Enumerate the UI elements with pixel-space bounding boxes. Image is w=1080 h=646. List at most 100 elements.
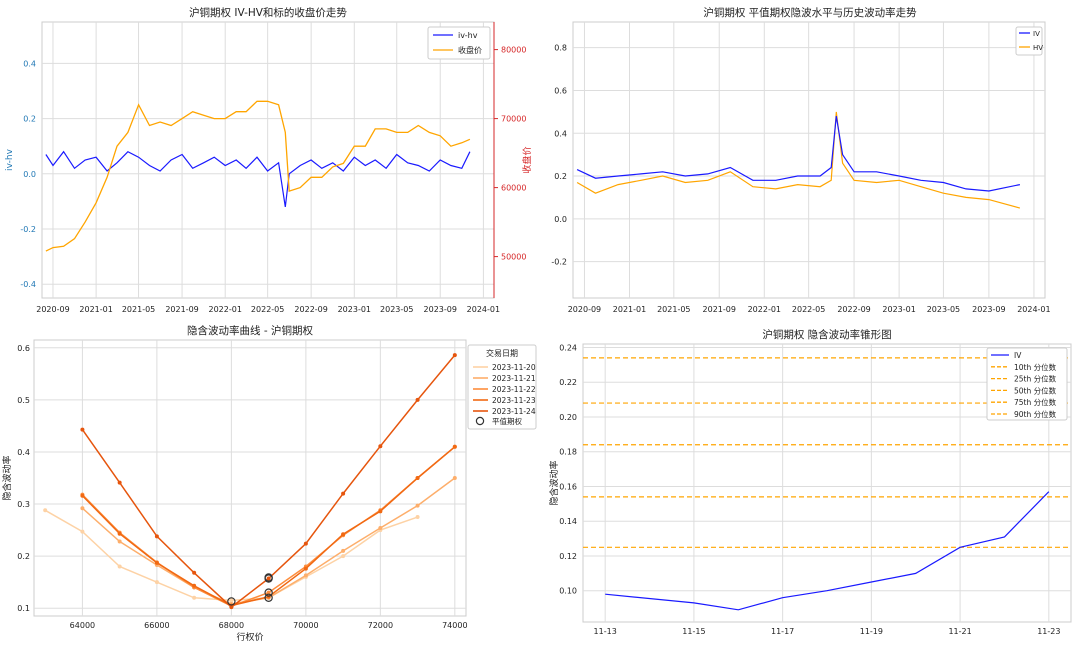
y-tick-label: 0.4 (554, 129, 567, 138)
x-tick-label: 2022-01 (208, 305, 241, 314)
x-tick-label: 2020-09 (36, 305, 69, 314)
legend-label-iv: IV (1033, 30, 1040, 38)
x-tick-label: 11-19 (860, 627, 883, 636)
legend-box (467, 344, 537, 430)
y-tick-label: 0.2 (23, 115, 36, 124)
series-point (378, 509, 383, 514)
series-close-price-line (45, 100, 471, 252)
y-axis-label: iv-hv (5, 148, 15, 171)
plot-frame (33, 339, 467, 617)
y-tick-label: 0.24 (559, 343, 577, 352)
legend-title: 交易日期 (486, 348, 518, 358)
y-tick-label: 0.2 (554, 172, 567, 181)
x-tick-label: 11-17 (771, 627, 794, 636)
series-point (341, 554, 346, 559)
atm-marker (264, 593, 273, 602)
x-ticks: 2020-09 2021-01 2021-05 2021-09 2022-01 2022-… (36, 305, 500, 314)
series-point (80, 427, 85, 432)
x-tick-label: 2022-09 (294, 305, 327, 314)
legend-label: 75th 分位数 (1014, 397, 1057, 407)
series-point (192, 583, 197, 588)
x-tick-label: 72000 (368, 621, 393, 630)
series-point (341, 548, 346, 553)
x-axis-label: 行权价 (236, 631, 263, 643)
legend: iv-hv 收盘价 (427, 26, 491, 60)
legend-label: 90th 分位数 (1014, 409, 1057, 419)
x-tick-label: 68000 (219, 621, 244, 630)
series-point (266, 576, 271, 581)
y-tick-label: 0.1 (17, 604, 30, 613)
series-point (378, 444, 383, 449)
series-point (192, 570, 197, 575)
x-tick-label: 2023-09 (424, 305, 457, 314)
series-hv-line (576, 111, 1021, 209)
series-point (452, 444, 457, 449)
series-point (80, 493, 85, 498)
y-tick-label: 0.8 (554, 44, 567, 53)
chart-title: 沪铜期权 隐含波动率锥形图 (762, 328, 891, 341)
series-point (415, 397, 420, 402)
y2-tick-label: 80000 (501, 46, 526, 55)
series-point (229, 605, 234, 610)
y-tick-label: 0.18 (559, 448, 577, 457)
x-tick-label: 2024-01 (467, 305, 500, 314)
series-point (341, 491, 346, 496)
series-iv-line (605, 491, 1050, 611)
series-point (452, 353, 457, 358)
x-ticks: 11-13 11-15 11-17 11-19 11-21 11-23 (594, 627, 1061, 636)
chart-ivhv-price: 沪铜期权 IV-HV和标的收盘价走势 iv-hv 收盘价 2020-09 2021… (5, 6, 533, 314)
legend-label: 2023-11-23 (492, 396, 536, 405)
y2-ticks: 80000 70000 60000 50000 (493, 22, 526, 298)
x-ticks: 64000 66000 68000 70000 72000 74000 (70, 621, 468, 630)
x-tick-label: 2022-09 (837, 305, 870, 314)
x-tick-label: 2023-01 (338, 305, 371, 314)
series-point (303, 566, 308, 571)
series-point (154, 560, 159, 565)
legend: 交易日期 2023-11-20 2023-11-21 2023-11-22 2023-… (467, 344, 537, 430)
chart-iv-cone: 沪铜期权 隐含波动率锥形图 隐含波动率 11-13 11-15 11-17 11-19… (548, 328, 1072, 636)
legend-label-hv: HV (1033, 44, 1043, 52)
y-tick-label: 0.10 (559, 587, 577, 596)
x-tick-label: 70000 (293, 621, 318, 630)
x-tick-label: 11-15 (682, 627, 705, 636)
y-tick-label: 0.4 (23, 59, 36, 68)
y2-tick-label: 60000 (501, 184, 526, 193)
series-point (452, 476, 457, 480)
y-tick-label: 0.4 (17, 448, 30, 457)
x-tick-label: 2021-05 (657, 305, 690, 314)
x-tick-label: 11-23 (1037, 627, 1060, 636)
series-point (117, 539, 122, 544)
series-point (341, 532, 346, 537)
series-point (154, 534, 159, 539)
x-tick-label: 2021-01 (613, 305, 646, 314)
series-point (303, 573, 308, 578)
y-tick-label: 0.0 (554, 215, 567, 224)
series-iv-line (576, 116, 1021, 192)
y-tick-label: 0.20 (559, 413, 577, 422)
x-tick-label: 2023-09 (972, 305, 1005, 314)
x-tick-label: 11-21 (948, 627, 971, 636)
y-ticks: 0.24 0.22 0.20 0.18 0.16 0.14 0.12 0.10 (559, 343, 577, 595)
legend-label: 2023-11-24 (492, 407, 536, 416)
series-point (266, 590, 271, 595)
y-tick-label: 0.2 (17, 552, 30, 561)
chart-title: 沪铜期权 平值期权隐波水平与历史波动率走势 (703, 6, 917, 19)
series-point (43, 508, 48, 513)
y-tick-label: 0.0 (23, 170, 36, 179)
y-tick-label: 0.6 (17, 344, 30, 353)
series-point (415, 476, 420, 480)
x-tick-label: 2022-01 (748, 305, 781, 314)
chart-title: 沪铜期权 IV-HV和标的收盘价走势 (189, 6, 347, 19)
atm-markers (227, 573, 273, 606)
series-point (154, 580, 159, 585)
y-tick-label: 0.6 (554, 86, 567, 95)
series-point (117, 531, 122, 536)
x-tick-label: 2023-01 (882, 305, 915, 314)
x-tick-label: 2024-01 (1017, 305, 1050, 314)
y-tick-label: 0.3 (17, 500, 30, 509)
legend-box (1015, 26, 1043, 56)
y2-tick-label: 70000 (501, 115, 526, 124)
legend-label: IV (1014, 351, 1022, 360)
series-lines (43, 353, 457, 610)
